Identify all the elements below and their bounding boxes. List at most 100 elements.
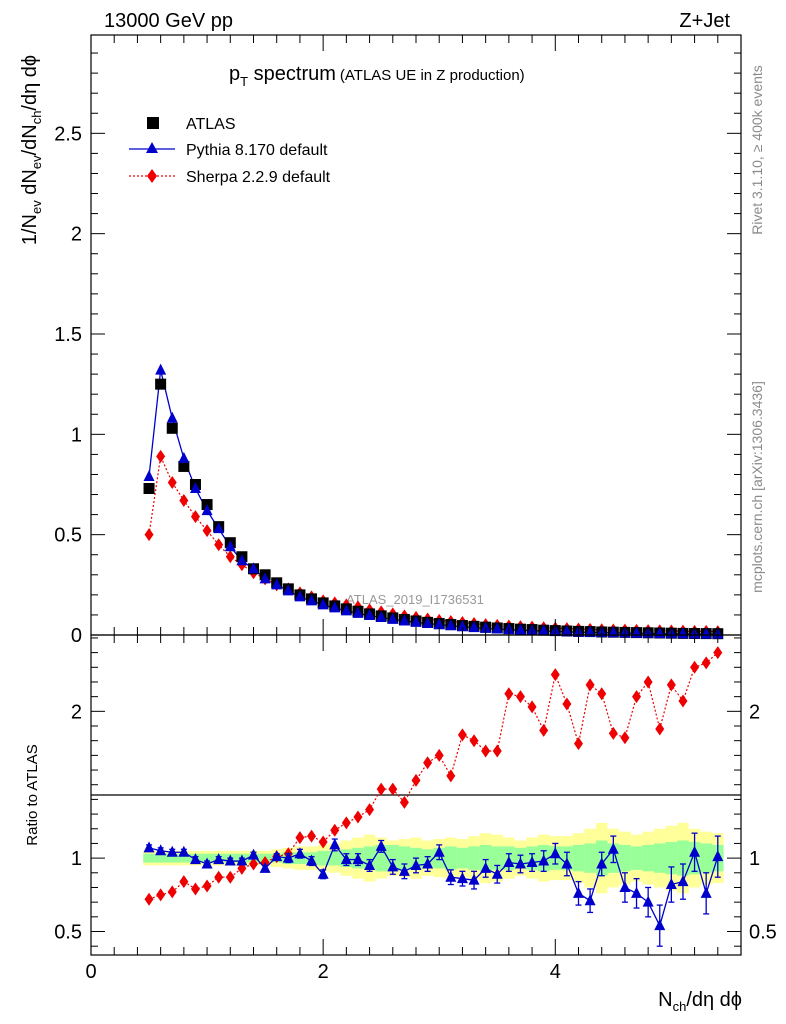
- pythia-point: [468, 621, 480, 633]
- sherpa-ratio-point: [655, 722, 665, 736]
- x-axis-label: Nch/dη dϕ: [658, 989, 742, 1014]
- legend: ATLAS Pythia 8.170 default Sherpa 2.2.9 …: [129, 116, 331, 186]
- pythia-point: [213, 522, 225, 534]
- ratio-y-tick-label: 0.5: [54, 922, 82, 944]
- ylabel-c: /dN: [19, 124, 41, 155]
- sherpa-ratio-point: [167, 885, 177, 899]
- pythia-point: [155, 363, 167, 375]
- legend-pythia-marker: [146, 142, 158, 153]
- sherpa-ratio-point: [411, 773, 421, 787]
- pythia-ratio-point: [201, 857, 213, 869]
- ratio-y-tick-label: 2: [71, 701, 82, 723]
- sherpa-point: [156, 449, 166, 463]
- ratio-band-inner: [479, 844, 492, 872]
- pythia-point: [422, 617, 434, 629]
- pythia-ratio-point: [387, 860, 399, 872]
- sherpa-ratio-point: [353, 810, 363, 824]
- ratio-band-inner: [665, 841, 678, 875]
- sherpa-ratio-point: [585, 678, 595, 692]
- pythia-ratio-point: [538, 854, 550, 866]
- title-sub: T: [240, 74, 248, 89]
- main-y-tick-label: 2.5: [54, 123, 82, 145]
- main-y-label: 1/Nev dNev/dNch/dη dϕ: [19, 55, 44, 245]
- pythia-point: [387, 612, 399, 624]
- pythia-point: [329, 601, 341, 613]
- ratio-band-inner: [328, 850, 341, 866]
- sherpa-ratio-point: [225, 870, 235, 884]
- sherpa-ratio-point: [388, 782, 398, 796]
- atlas-point: [143, 483, 155, 495]
- ratio-y-tick-label-right: 0.5: [749, 922, 777, 944]
- pythia-point: [677, 627, 689, 639]
- ratio-band-inner: [677, 840, 689, 876]
- ratio-band-inner: [386, 844, 399, 872]
- pythia-point: [306, 594, 318, 606]
- pythia-point: [317, 598, 329, 610]
- pythia-ratio-point: [677, 875, 689, 887]
- pythia-ratio-point: [352, 853, 364, 865]
- pythia-point: [538, 624, 550, 636]
- sherpa-ratio-point: [376, 782, 386, 796]
- pythia-ratio-point: [155, 844, 167, 856]
- pythia-ratio-point: [340, 853, 352, 865]
- sherpa-ratio-point: [399, 795, 409, 809]
- sherpa-point: [202, 524, 212, 538]
- sherpa-ratio-point: [318, 835, 328, 849]
- ratio-band-inner: [398, 846, 411, 870]
- legend-pythia-label: Pythia 8.170 default: [186, 142, 328, 159]
- title-note: (ATLAS UE in Z production): [340, 67, 525, 84]
- pythia-ratio-point: [329, 838, 341, 850]
- ratio-band-inner: [619, 844, 631, 872]
- sherpa-ratio-point: [295, 831, 305, 845]
- sherpa-ratio-point: [690, 660, 700, 674]
- sherpa-ratio-point: [713, 646, 723, 660]
- pythia-ratio-point: [224, 854, 236, 866]
- xlabel-b: /dη dϕ: [686, 989, 742, 1011]
- pythia-ratio-point: [271, 850, 283, 862]
- pythia-point: [259, 572, 271, 584]
- sherpa-ratio-point: [597, 687, 607, 701]
- pythia-point: [271, 578, 283, 590]
- pythia-point: [433, 618, 445, 630]
- pythia-ratio-point: [561, 857, 573, 869]
- ratio-band-inner: [154, 853, 167, 863]
- ratio-band-inner: [491, 846, 504, 870]
- pythia-point: [340, 604, 352, 616]
- pythia-ratio-point: [526, 856, 538, 868]
- pythia-ratio-point: [514, 857, 526, 869]
- pythia-ratio-point: [166, 845, 178, 857]
- pythia-point: [375, 611, 387, 623]
- x-axis-ticks: 0 2 4: [85, 35, 742, 983]
- sherpa-ratio-point: [608, 726, 618, 740]
- ratio-band-inner: [642, 844, 654, 872]
- sherpa-ratio-point: [457, 728, 467, 742]
- sherpa-ratio-point: [156, 888, 166, 902]
- pythia-point: [456, 620, 468, 632]
- ratio-y-tick-label-right: 2: [749, 701, 760, 723]
- sherpa-ratio-point: [539, 723, 549, 737]
- pythia-ratio-point: [433, 845, 445, 857]
- ratio-band-inner: [572, 844, 585, 872]
- pythia-point: [201, 504, 213, 516]
- x-tick-label: 4: [550, 961, 561, 983]
- sherpa-ratio-point: [446, 769, 456, 783]
- legend-atlas-label: ATLAS: [186, 116, 236, 133]
- ratio-band-inner: [143, 853, 155, 863]
- sherpa-ratio-point: [144, 892, 154, 906]
- xlabel-a-sub: ch: [673, 999, 687, 1014]
- pythia-point: [352, 606, 364, 618]
- sherpa-ratio-point: [527, 700, 537, 714]
- sherpa-ratio-point: [434, 748, 444, 762]
- pythia-point: [491, 622, 503, 634]
- ratio-band-inner: [456, 847, 469, 869]
- atlas-point: [166, 422, 178, 434]
- pythia-ratio-point: [584, 894, 596, 906]
- sherpa-ratio-point: [307, 829, 317, 843]
- sherpa-ratio-point: [550, 668, 560, 682]
- pythia-ratio-point: [642, 895, 654, 907]
- ylabel-a-sub: ev: [29, 200, 44, 214]
- ratio-band-inner: [445, 846, 457, 870]
- pythia-point: [178, 451, 190, 463]
- sherpa-ratio-point: [620, 731, 630, 745]
- pythia-ratio-point: [306, 854, 318, 866]
